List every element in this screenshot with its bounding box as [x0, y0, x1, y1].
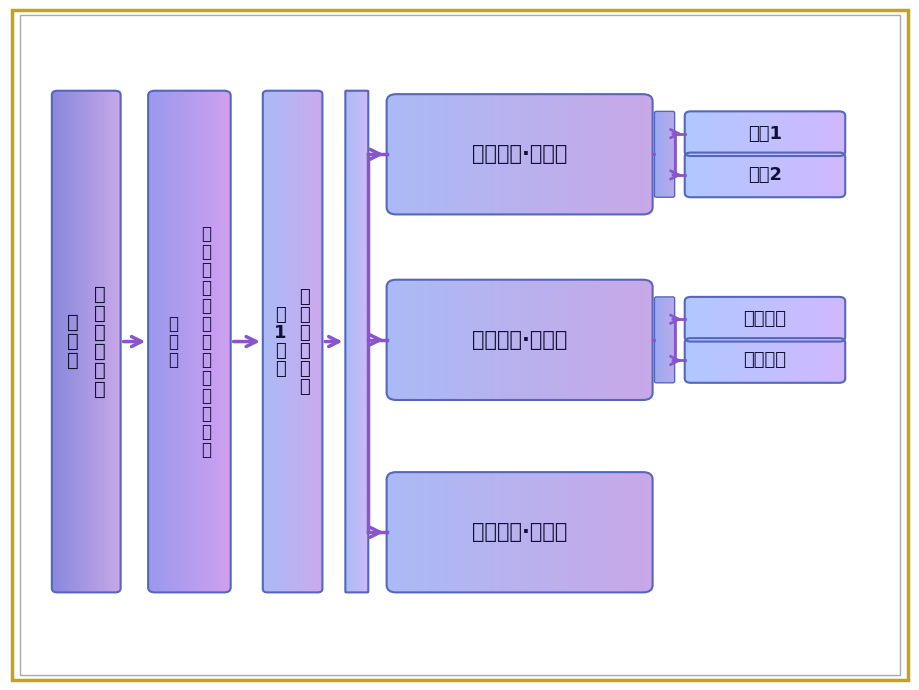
Text: 区
域
产
业
活
动: 区 域 产 业 活 动: [94, 284, 106, 399]
Text: 名师课堂·一点通: 名师课堂·一点通: [471, 330, 567, 350]
Text: 设计2: 设计2: [747, 166, 781, 184]
Text: 知识点一: 知识点一: [743, 310, 786, 328]
Text: 创新演练·大冲关: 创新演练·大冲关: [471, 522, 567, 542]
Text: 设计1: 设计1: [747, 125, 781, 143]
Text: 工
业
区
位
因
素
与
工
业
地
域
联
系: 工 业 区 位 因 素 与 工 业 地 域 联 系: [200, 224, 210, 459]
Text: 第
1
课
时: 第 1 课 时: [274, 306, 287, 377]
Text: 课前预习·巧设计: 课前预习·巧设计: [471, 144, 567, 164]
Text: 知识点二: 知识点二: [743, 351, 786, 369]
Text: 第
三
节: 第 三 节: [168, 315, 177, 368]
Text: 第
三
章: 第 三 章: [66, 313, 78, 370]
Text: 工
业
区
位
因
素: 工 业 区 位 因 素: [299, 288, 310, 395]
